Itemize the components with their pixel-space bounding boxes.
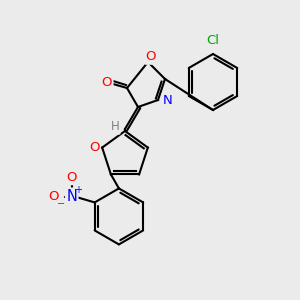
Text: N: N bbox=[66, 189, 77, 204]
Text: Cl: Cl bbox=[206, 34, 220, 46]
Text: −: − bbox=[57, 200, 65, 209]
Text: O: O bbox=[66, 171, 77, 184]
Text: N: N bbox=[163, 94, 173, 106]
Text: O: O bbox=[102, 76, 112, 89]
Text: O: O bbox=[89, 141, 99, 154]
Text: O: O bbox=[146, 50, 156, 64]
Text: H: H bbox=[111, 121, 119, 134]
Text: +: + bbox=[74, 185, 82, 195]
Text: O: O bbox=[48, 190, 59, 203]
